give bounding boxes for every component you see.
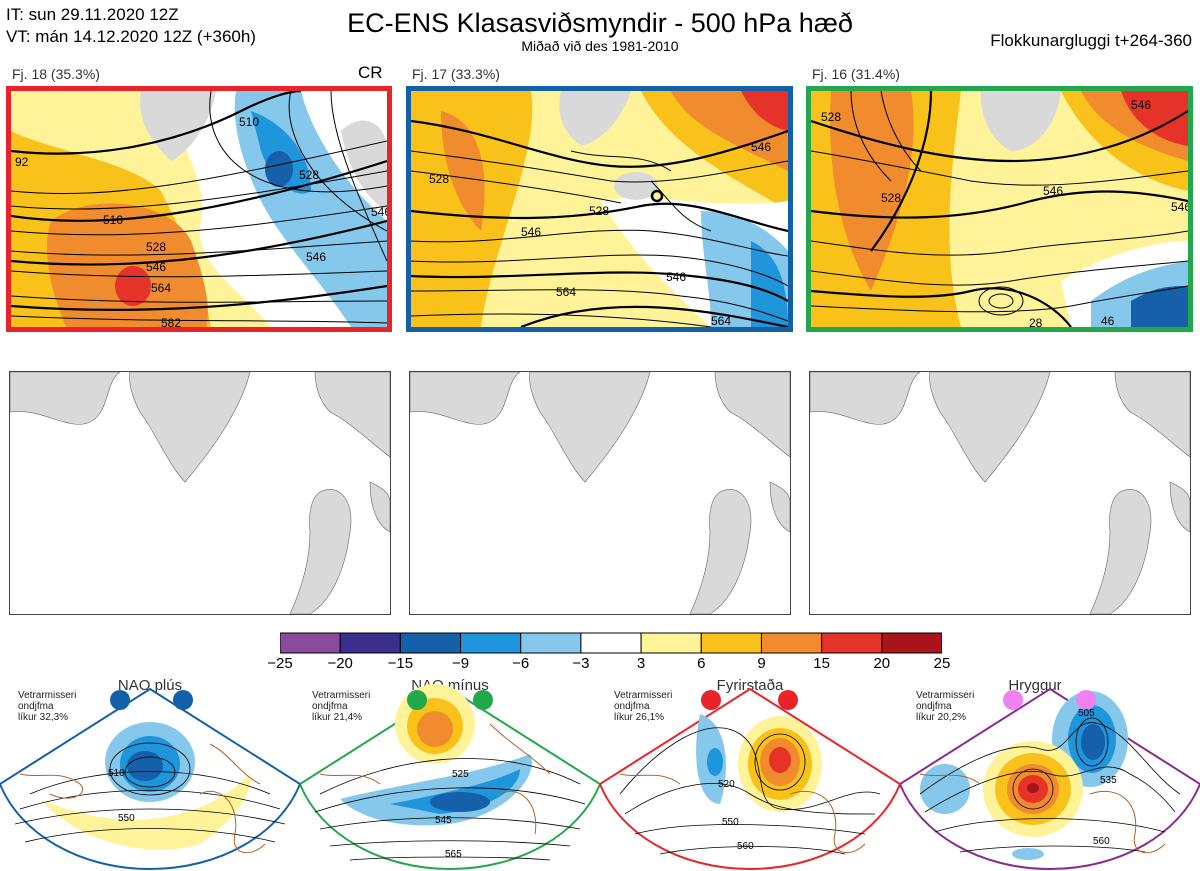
regime-map-4: 505 535 560 — [900, 687, 1200, 871]
colorbar-box — [520, 632, 582, 654]
colorbar — [279, 632, 943, 654]
colorbar-tick-label: −20 — [327, 655, 353, 672]
cluster-map-3: 528 528 546 546 546 28 46 — [806, 86, 1193, 332]
contour-label: 582 — [161, 316, 181, 327]
contour-label: 546 — [1131, 98, 1151, 112]
colorbar-box — [760, 632, 823, 654]
colorbar-box — [580, 632, 642, 654]
contour-label: 546 — [521, 225, 541, 239]
contour-label: 528 — [881, 191, 901, 205]
svg-text:565: 565 — [445, 849, 462, 860]
cluster-tag-1: CR — [358, 63, 383, 82]
page-subtitle: Miðað við des 1981-2010 — [521, 38, 679, 54]
classification-window: Flokkunargluggi t+264-360 — [990, 31, 1192, 50]
colorbar-box — [279, 632, 341, 654]
contour-label: 546 — [751, 140, 771, 154]
cluster-map-1: 510 528 546 564 582 92 546 528 546 510 — [6, 86, 392, 332]
contour-label: 528 — [429, 172, 449, 186]
cluster-label-1: Fj. 18 (35.3%) — [12, 66, 100, 82]
page-title: EC-ENS Klasasviðsmyndir - 500 hPa hæð — [347, 8, 853, 38]
svg-text:510: 510 — [108, 768, 125, 779]
contour-label: 564 — [151, 281, 171, 295]
colorbar-tick-label: 3 — [636, 655, 646, 672]
base-map-1 — [9, 371, 391, 615]
svg-text:525: 525 — [452, 769, 469, 780]
colorbar-tick-label: 15 — [813, 655, 830, 672]
cluster-label-2: Fj. 17 (33.3%) — [412, 66, 500, 82]
contour-label: 546 — [666, 270, 686, 284]
base-map-2 — [409, 371, 791, 615]
regime-title-1: NAO plús — [117, 677, 183, 694]
colorbar-tick-label: −3 — [572, 655, 590, 672]
regime-map-1: 510 550 — [0, 687, 300, 871]
colorbar-tick-label: −6 — [512, 655, 530, 672]
colorbar-box — [339, 632, 401, 654]
run-info: IT: sun 29.11.2020 12Z VT: mán 14.12.202… — [6, 4, 256, 48]
contour-label: 564 — [556, 285, 576, 299]
svg-text:535: 535 — [1100, 775, 1117, 786]
colorbar-tick-label: −25 — [267, 655, 293, 672]
contour-label: 546 — [1043, 184, 1063, 198]
contour-label: 46 — [1101, 314, 1115, 327]
contour-label: 510 — [239, 115, 259, 129]
cluster-label-3: Fj. 16 (31.4%) — [812, 66, 900, 82]
colorbar-tick-label: 6 — [697, 655, 706, 672]
colorbar-box — [881, 632, 943, 654]
contour-label: 510 — [103, 213, 123, 227]
regime-note-4: Vetrarmisseri ondjfma líkur 20,2% — [916, 690, 975, 723]
colorbar-box — [821, 632, 883, 654]
svg-text:550: 550 — [722, 817, 739, 828]
regime-note-1: Vetrarmisseri ondjfma líkur 32,3% — [18, 690, 77, 723]
initial-time: IT: sun 29.11.2020 12Z — [6, 5, 179, 24]
contour-label: 528 — [821, 110, 841, 124]
colorbar-tick-label: −9 — [451, 655, 470, 672]
regime-map-2: 525 545 565 — [300, 684, 600, 871]
colorbar-tick-label: 25 — [933, 655, 951, 672]
colorbar-tick-label: 20 — [873, 655, 891, 672]
contour-label: 546 — [146, 260, 166, 274]
svg-text:560: 560 — [1093, 836, 1110, 847]
weather-regimes: Vetrarmisseri ondjfma líkur 32,3% NAO plús… — [0, 676, 1200, 871]
contour-label: 564 — [711, 314, 731, 327]
svg-text:545: 545 — [435, 815, 452, 826]
colorbar-box — [460, 632, 522, 654]
contour-label: 546 — [306, 250, 326, 264]
contour-label: 28 — [1029, 316, 1043, 327]
regime-note-3: Vetrarmisseri ondjfma líkur 26,1% — [614, 690, 673, 723]
regime-note-2: Vetrarmisseri ondjfma líkur 21,4% — [312, 690, 371, 723]
svg-text:520: 520 — [718, 779, 735, 790]
colorbar-box — [640, 632, 702, 654]
colorbar-box — [399, 632, 462, 654]
svg-text:560: 560 — [737, 841, 754, 852]
colorbar-labels: −25 −20 −15 −9 −6 −3 3 6 9 15 20 25 — [260, 655, 962, 675]
colorbar-tick-label: 9 — [757, 655, 766, 672]
contour-label: 528 — [146, 240, 166, 254]
valid-time: VT: mán 14.12.2020 12Z (+360h) — [6, 27, 256, 46]
contour-label: 546 — [1171, 200, 1188, 214]
regime-map-3: 520 550 560 — [600, 687, 900, 871]
colorbar-tick-label: −15 — [387, 655, 414, 672]
contour-label: 546 — [371, 205, 387, 219]
base-map-3 — [809, 371, 1191, 615]
svg-text:505: 505 — [1078, 708, 1095, 719]
cluster-map-2: 528 546 528 546 564 546 564 — [406, 86, 793, 332]
colorbar-box — [700, 632, 762, 654]
contour-label: 92 — [15, 155, 29, 169]
svg-text:550: 550 — [118, 813, 135, 824]
regime-title-3: Fyrirstaða — [716, 677, 784, 694]
contour-label: 528 — [299, 168, 319, 182]
contour-label: 528 — [589, 204, 609, 218]
